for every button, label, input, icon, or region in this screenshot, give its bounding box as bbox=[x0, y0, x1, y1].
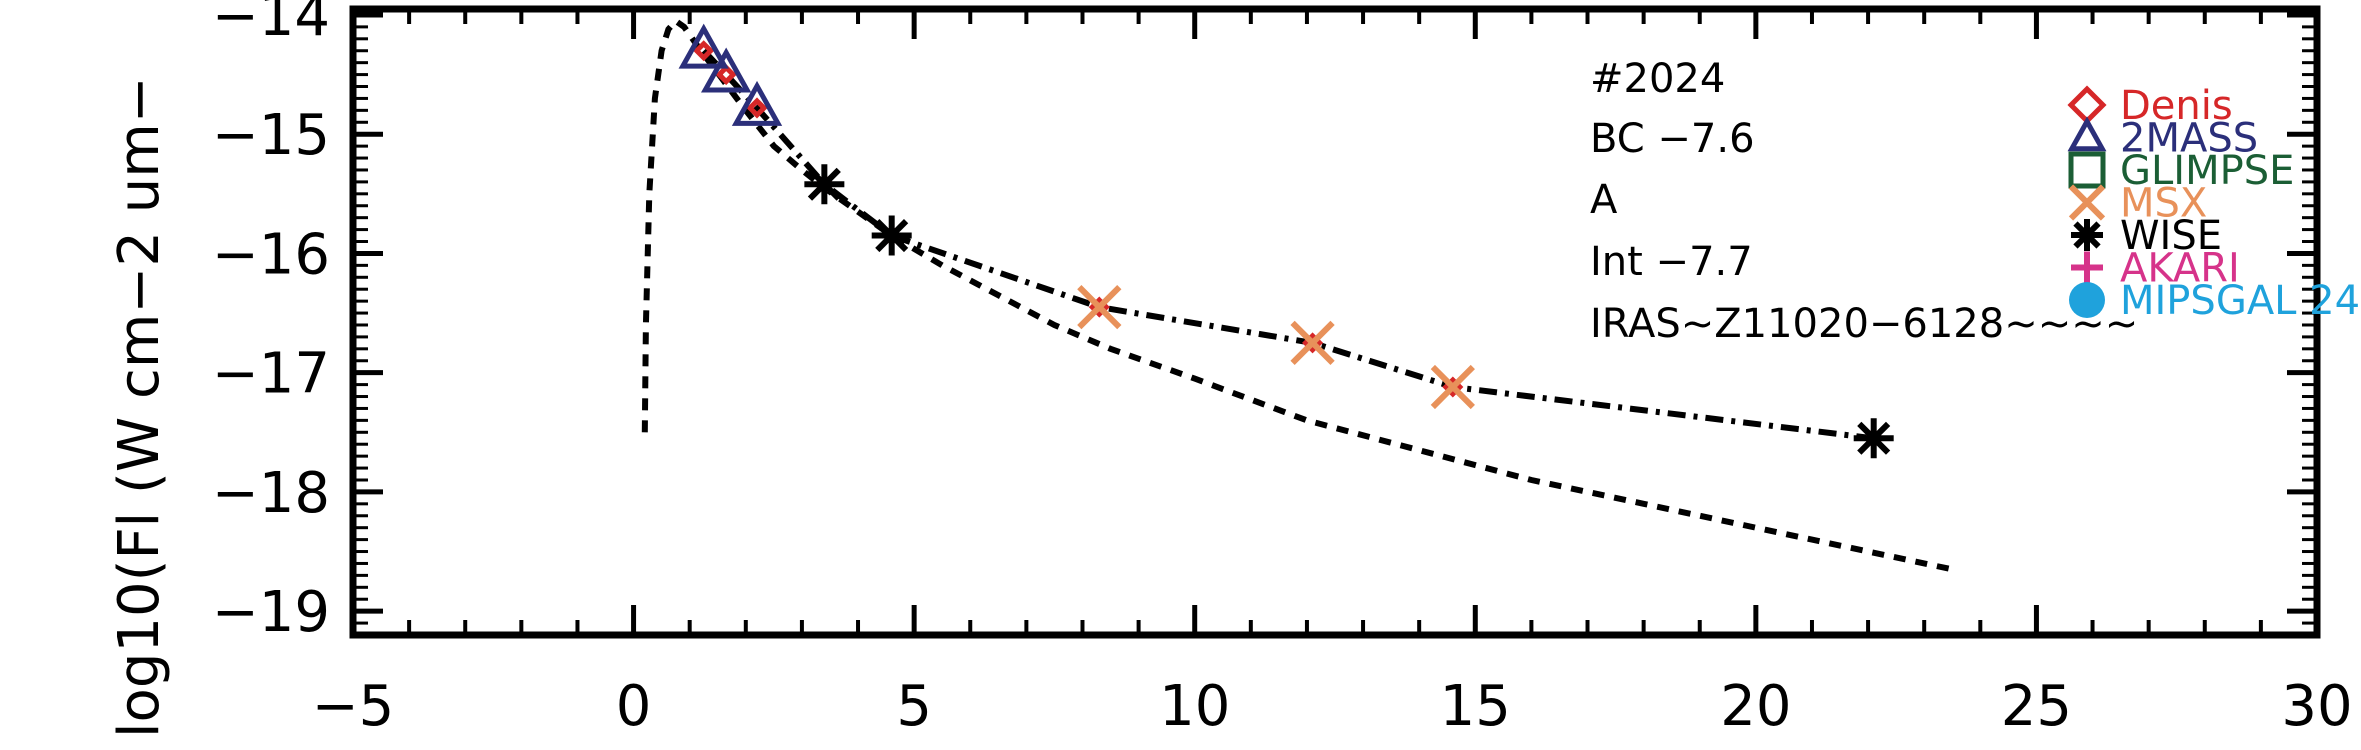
data-point-triangle bbox=[678, 23, 729, 69]
data-point-x bbox=[1430, 364, 1475, 410]
legend-label: Denis bbox=[2120, 83, 2233, 129]
legend-marker-x bbox=[2068, 184, 2106, 221]
legend-marker-square bbox=[2068, 151, 2106, 189]
legend-marker-triangle bbox=[2067, 116, 2107, 152]
legend-label: 2MASS bbox=[2120, 116, 2258, 162]
data-point-triangle bbox=[700, 47, 752, 93]
sed-curve-dashdot bbox=[701, 48, 1875, 442]
x-tick-label: −5 bbox=[312, 674, 395, 739]
data-point-x bbox=[1077, 284, 1122, 330]
x-tick-label: 5 bbox=[896, 674, 932, 739]
y-tick-label: −16 bbox=[212, 222, 330, 287]
data-point-x bbox=[1290, 320, 1335, 365]
y-axis-label: log10(Fl (W cm−2 um− bbox=[107, 76, 172, 738]
x-tick-label: 25 bbox=[2001, 674, 2072, 739]
annotation-source-id: #2024 bbox=[1590, 56, 1725, 102]
source-annotations: #2024 BC −7.6 A Int −7.7 IRAS~Z11020−612… bbox=[1590, 56, 2138, 347]
legend-label: MSX bbox=[2120, 181, 2207, 227]
y-tick-label: −15 bbox=[212, 103, 330, 168]
annotation-int: Int −7.7 bbox=[1590, 239, 1753, 285]
legend-marker-diamond bbox=[2067, 85, 2107, 125]
plot-frame bbox=[349, 5, 2321, 639]
legend-marker-circle bbox=[2069, 282, 2105, 318]
data-point-triangle bbox=[731, 80, 783, 126]
y-tick-label: −17 bbox=[212, 342, 330, 407]
x-tick-label: 0 bbox=[616, 674, 652, 739]
annotation-iras-name: IRAS~Z11020−6128~~~~ bbox=[1590, 301, 2138, 347]
legend-label: AKARI bbox=[2120, 246, 2240, 292]
x-tick-label: 15 bbox=[1440, 674, 1511, 739]
y-tick-label: −18 bbox=[212, 461, 330, 526]
model-curve-dotted bbox=[641, 16, 1953, 573]
annotation-class: A bbox=[1590, 177, 1618, 223]
data-point-diamond bbox=[715, 64, 737, 86]
annotation-bc: BC −7.6 bbox=[1590, 116, 1755, 162]
y-tick-label: −14 bbox=[212, 0, 330, 49]
data-point-diamond bbox=[693, 40, 715, 62]
legend-marker-plus bbox=[2071, 251, 2103, 284]
legend-label: WISE bbox=[2120, 213, 2222, 259]
x-tick-label: 30 bbox=[2281, 674, 2352, 739]
legend-label: GLIMPSE bbox=[2120, 148, 2294, 194]
data-point-asterisk bbox=[804, 164, 845, 205]
y-tick-label: −19 bbox=[212, 580, 330, 645]
legend-marker-asterisk bbox=[2071, 219, 2103, 251]
x-tick-label: 10 bbox=[1159, 674, 1230, 739]
x-tick-label: 20 bbox=[1720, 674, 1791, 739]
data-point-diamond bbox=[746, 97, 768, 119]
data-point-asterisk bbox=[871, 215, 912, 256]
data-point-asterisk bbox=[1853, 418, 1894, 459]
legend-label: MIPSGAL 24 bbox=[2120, 278, 2360, 324]
